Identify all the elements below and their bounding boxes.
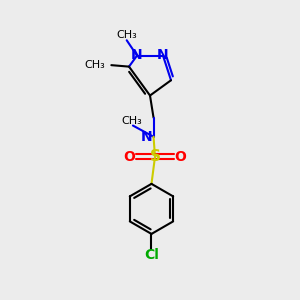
Text: CH₃: CH₃ — [121, 116, 142, 126]
Text: N: N — [131, 48, 143, 62]
Text: Cl: Cl — [144, 248, 159, 262]
Text: O: O — [175, 150, 187, 164]
Text: S: S — [149, 149, 161, 164]
Text: CH₃: CH₃ — [116, 30, 137, 40]
Text: O: O — [124, 150, 135, 164]
Text: N: N — [141, 130, 153, 144]
Text: N: N — [157, 48, 169, 62]
Text: CH₃: CH₃ — [84, 60, 105, 70]
